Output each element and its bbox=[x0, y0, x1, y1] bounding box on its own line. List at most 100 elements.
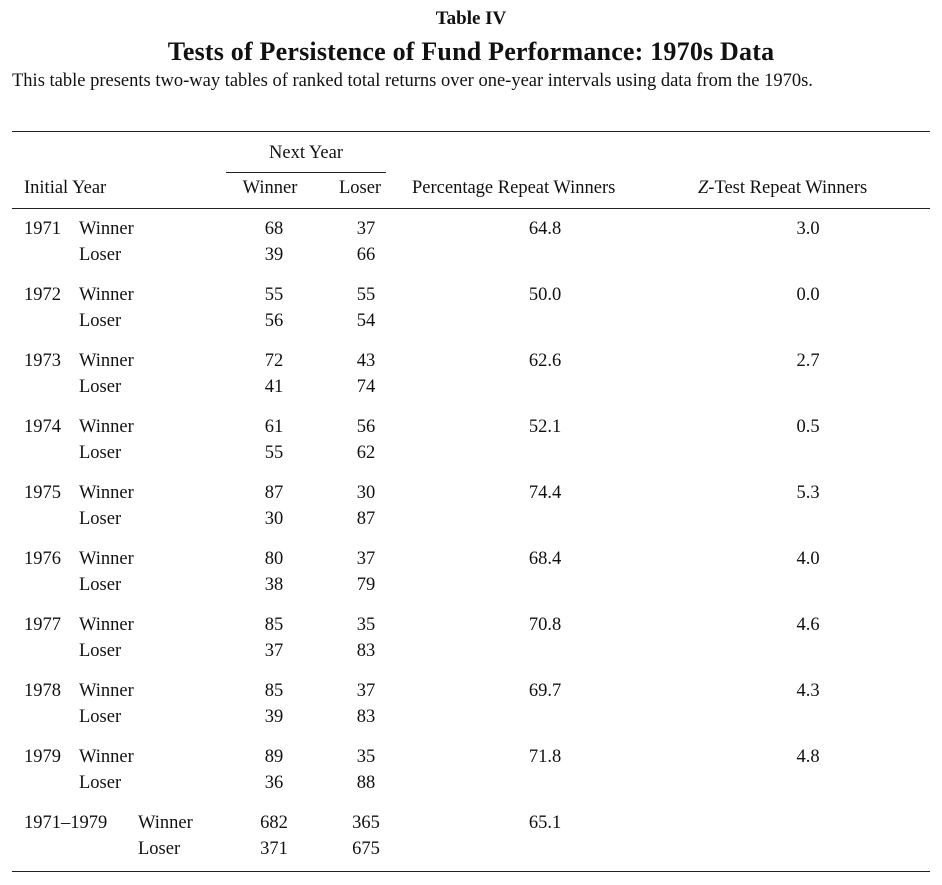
row-winner-label: Winner bbox=[79, 681, 134, 701]
percentage-repeat-winners: 70.8 bbox=[528, 615, 562, 635]
loser-winner-count: 41 bbox=[264, 377, 284, 397]
table-caption: This table presents two-way tables of ra… bbox=[12, 71, 813, 91]
loser-winner-count: 55 bbox=[264, 443, 284, 463]
next-year-spanner-rule bbox=[226, 172, 386, 173]
loser-loser-count: 74 bbox=[356, 377, 376, 397]
header-next-year: Next Year bbox=[269, 143, 343, 163]
percentage-repeat-winners: 68.4 bbox=[528, 549, 562, 569]
percentage-repeat-winners: 50.0 bbox=[528, 285, 562, 305]
percentage-repeat-winners: 69.7 bbox=[528, 681, 562, 701]
loser-loser-count: 83 bbox=[356, 707, 376, 727]
z-test-value: 4.6 bbox=[796, 615, 820, 635]
row-winner-label: Winner bbox=[79, 285, 134, 305]
row-loser-label: Loser bbox=[79, 245, 122, 265]
row-year: 1973 bbox=[24, 351, 61, 371]
header-loser: Loser bbox=[338, 178, 382, 198]
row-winner-label: Winner bbox=[79, 483, 134, 503]
row-loser-label: Loser bbox=[79, 377, 122, 397]
row-year: 1976 bbox=[24, 549, 61, 569]
loser-loser-count: 79 bbox=[356, 575, 376, 595]
row-winner-label: Winner bbox=[138, 813, 193, 833]
loser-loser-count: 62 bbox=[356, 443, 376, 463]
winner-loser-count: 37 bbox=[356, 681, 376, 701]
row-loser-label: Loser bbox=[79, 575, 122, 595]
winner-winner-count: 80 bbox=[264, 549, 284, 569]
winner-winner-count: 68 bbox=[264, 219, 284, 239]
z-test-value: 4.0 bbox=[796, 549, 820, 569]
percentage-repeat-winners: 65.1 bbox=[528, 813, 562, 833]
winner-winner-count: 72 bbox=[264, 351, 284, 371]
row-winner-label: Winner bbox=[79, 219, 134, 239]
header-winner: Winner bbox=[242, 178, 298, 198]
winner-loser-count: 365 bbox=[352, 813, 380, 833]
winner-winner-count: 55 bbox=[264, 285, 284, 305]
header-initial-year: Initial Year bbox=[24, 178, 107, 198]
loser-loser-count: 66 bbox=[356, 245, 376, 265]
table-label: Table IV bbox=[435, 8, 507, 29]
row-loser-label: Loser bbox=[79, 509, 122, 529]
winner-winner-count: 87 bbox=[264, 483, 284, 503]
winner-loser-count: 37 bbox=[356, 219, 376, 239]
percentage-repeat-winners: 64.8 bbox=[528, 219, 562, 239]
row-year: 1972 bbox=[24, 285, 61, 305]
z-test-value: 4.3 bbox=[796, 681, 820, 701]
row-year: 1974 bbox=[24, 417, 61, 437]
loser-winner-count: 56 bbox=[264, 311, 284, 331]
winner-loser-count: 35 bbox=[356, 747, 376, 767]
loser-winner-count: 37 bbox=[264, 641, 284, 661]
winner-loser-count: 56 bbox=[356, 417, 376, 437]
percentage-repeat-winners: 62.6 bbox=[528, 351, 562, 371]
bottom-rule bbox=[12, 871, 930, 872]
z-test-value: 3.0 bbox=[796, 219, 820, 239]
row-winner-label: Winner bbox=[79, 417, 134, 437]
loser-winner-count: 371 bbox=[260, 839, 288, 859]
loser-winner-count: 38 bbox=[264, 575, 284, 595]
loser-loser-count: 87 bbox=[356, 509, 376, 529]
winner-winner-count: 682 bbox=[260, 813, 288, 833]
top-rule bbox=[12, 131, 930, 132]
header-percentage-repeat-winners: Percentage Repeat Winners bbox=[412, 178, 616, 198]
loser-winner-count: 30 bbox=[264, 509, 284, 529]
row-year: 1978 bbox=[24, 681, 61, 701]
row-loser-label: Loser bbox=[79, 641, 122, 661]
winner-winner-count: 85 bbox=[264, 681, 284, 701]
header-z-test-repeat-winners: Z-Test Repeat Winners bbox=[698, 178, 867, 199]
winner-winner-count: 89 bbox=[264, 747, 284, 767]
percentage-repeat-winners: 74.4 bbox=[528, 483, 562, 503]
percentage-repeat-winners: 52.1 bbox=[528, 417, 562, 437]
z-test-value: 0.0 bbox=[796, 285, 820, 305]
row-loser-label: Loser bbox=[79, 443, 122, 463]
loser-loser-count: 83 bbox=[356, 641, 376, 661]
row-winner-label: Winner bbox=[79, 747, 134, 767]
table-title: Tests of Persistence of Fund Performance… bbox=[167, 37, 775, 66]
z-test-value: 5.3 bbox=[796, 483, 820, 503]
row-winner-label: Winner bbox=[79, 549, 134, 569]
loser-winner-count: 39 bbox=[264, 707, 284, 727]
row-loser-label: Loser bbox=[138, 839, 181, 859]
row-year: 1971 bbox=[24, 219, 61, 239]
z-test-value: 4.8 bbox=[796, 747, 820, 767]
winner-loser-count: 35 bbox=[356, 615, 376, 635]
row-loser-label: Loser bbox=[79, 311, 122, 331]
row-year: 1971–1979 bbox=[24, 813, 108, 833]
row-year: 1979 bbox=[24, 747, 61, 767]
loser-loser-count: 675 bbox=[352, 839, 380, 859]
z-test-value: 0.5 bbox=[796, 417, 820, 437]
row-loser-label: Loser bbox=[79, 773, 122, 793]
row-year: 1977 bbox=[24, 615, 61, 635]
loser-loser-count: 54 bbox=[356, 311, 376, 331]
loser-winner-count: 36 bbox=[264, 773, 284, 793]
z-header-rest: -Test Repeat Winners bbox=[708, 178, 868, 198]
row-loser-label: Loser bbox=[79, 707, 122, 727]
winner-loser-count: 43 bbox=[356, 351, 376, 371]
loser-loser-count: 88 bbox=[356, 773, 376, 793]
row-year: 1975 bbox=[24, 483, 61, 503]
z-test-value: 2.7 bbox=[796, 351, 820, 371]
row-winner-label: Winner bbox=[79, 615, 134, 635]
winner-loser-count: 37 bbox=[356, 549, 376, 569]
header-rule bbox=[12, 208, 930, 209]
winner-loser-count: 55 bbox=[356, 285, 376, 305]
winner-winner-count: 61 bbox=[264, 417, 284, 437]
winner-winner-count: 85 bbox=[264, 615, 284, 635]
